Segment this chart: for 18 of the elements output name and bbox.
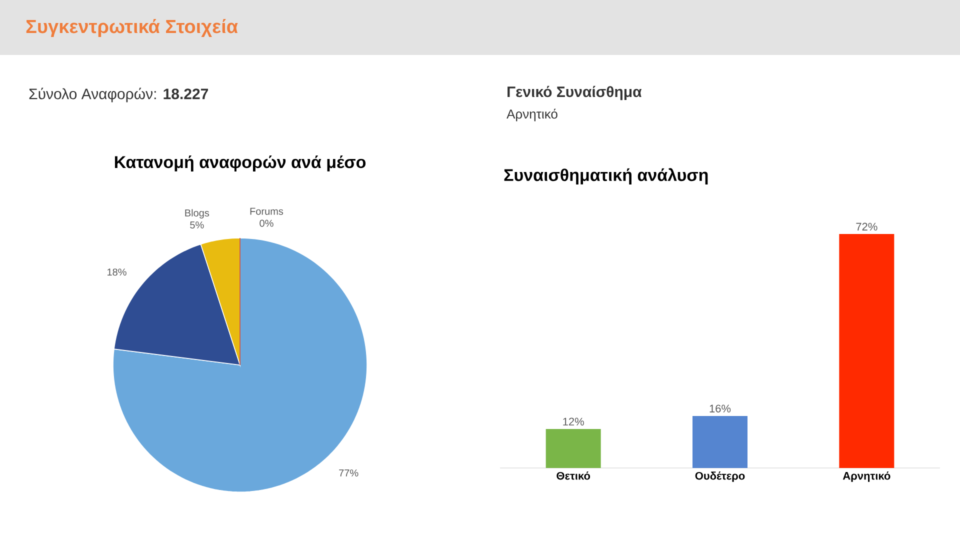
text: 0% — [260, 220, 274, 227]
text: Αρνητικό — [506, 108, 558, 122]
category-label: Forums — [250, 208, 284, 215]
slice-label: Blogs — [185, 209, 210, 218]
chart-title: Κατανομή αναφορών ανά μέσο — [114, 155, 366, 172]
x-tick-label: Ουδέτερο — [695, 472, 745, 482]
data-label: 5% — [190, 221, 204, 228]
text: Σύνολο Αναφορών: 18.227 — [29, 88, 208, 102]
text: Γενικό Συναίσθημα — [508, 86, 642, 100]
text: Συγκεντρωτικά Στοιχεία — [26, 19, 238, 37]
x-tick-label: Θετικό — [556, 472, 590, 480]
data-label: 72% — [856, 222, 878, 231]
data-label: 18% — [108, 268, 126, 276]
data-label: 16% — [710, 404, 731, 412]
data-label: 12% — [563, 418, 584, 426]
chart-title: Συναισθηματική ανάλυση — [504, 168, 708, 184]
x-tick-label: Αρνητικό — [842, 472, 890, 482]
data-label: 77% — [339, 469, 358, 476]
